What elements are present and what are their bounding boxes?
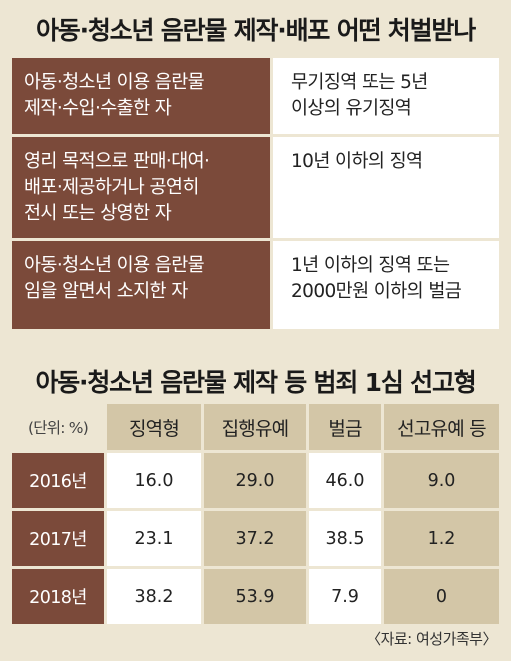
data-cell: 29.0 xyxy=(204,453,306,508)
row-year-label: 2017년 xyxy=(12,511,104,566)
data-cell: 1.2 xyxy=(384,511,499,566)
punishment-row: 아동·청소년 이용 음란물 임을 알면서 소지한 자 1년 이하의 징역 또는 … xyxy=(12,241,499,329)
crime-line: 배포·제공하거나 공연히 xyxy=(24,177,199,198)
data-cell: 7.9 xyxy=(309,569,381,624)
penalty-cell: 1년 이하의 징역 또는 2000만원 이하의 벌금 xyxy=(273,241,499,329)
punishment-title: 아동·청소년 음란물 제작·배포 어떤 처벌받나 xyxy=(35,16,476,45)
penalty-line: 10년 이하의 징역 xyxy=(291,151,423,172)
sentencing-title: 아동·청소년 음란물 제작 등 범죄 1심 선고형 xyxy=(35,368,476,397)
data-cell: 9.0 xyxy=(384,453,499,508)
unit-label: (단위: %) xyxy=(12,404,104,450)
punishment-row: 아동·청소년 이용 음란물 제작·수입·수출한 자 무기징역 또는 5년 이상의… xyxy=(12,58,499,134)
crime-line: 전시 또는 상영한 자 xyxy=(24,203,172,224)
penalty-line: 이상의 유기징역 xyxy=(291,98,412,119)
column-header: 징역형 xyxy=(107,404,201,450)
crime-line: 아동·청소년 이용 음란물 xyxy=(24,72,205,93)
column-header: 벌금 xyxy=(309,404,381,450)
crime-line: 임을 알면서 소지한 자 xyxy=(24,281,188,302)
penalty-line: 1년 이하의 징역 또는 xyxy=(291,255,450,276)
penalty-line: 무기징역 또는 5년 xyxy=(291,72,428,93)
data-cell: 38.2 xyxy=(107,569,201,624)
data-cell: 16.0 xyxy=(107,453,201,508)
column-header: 선고유예 등 xyxy=(384,404,499,450)
data-cell: 23.1 xyxy=(107,511,201,566)
crime-cell: 영리 목적으로 판매·대여· 배포·제공하거나 공연히 전시 또는 상영한 자 xyxy=(12,137,270,238)
data-cell: 0 xyxy=(384,569,499,624)
data-cell: 37.2 xyxy=(204,511,306,566)
crime-line: 제작·수입·수출한 자 xyxy=(24,98,172,119)
crime-line: 영리 목적으로 판매·대여· xyxy=(24,151,210,172)
crime-cell: 아동·청소년 이용 음란물 임을 알면서 소지한 자 xyxy=(12,241,270,329)
column-header: 집행유예 xyxy=(204,404,306,450)
row-year-label: 2016년 xyxy=(12,453,104,508)
penalty-line: 2000만원 이하의 벌금 xyxy=(291,281,462,302)
source-note: 〈자료: 여성가족부〉 xyxy=(366,630,497,648)
penalty-cell: 무기징역 또는 5년 이상의 유기징역 xyxy=(273,58,499,134)
data-cell: 38.5 xyxy=(309,511,381,566)
crime-line: 아동·청소년 이용 음란물 xyxy=(24,255,205,276)
punishment-row: 영리 목적으로 판매·대여· 배포·제공하거나 공연히 전시 또는 상영한 자 … xyxy=(12,137,499,238)
data-cell: 46.0 xyxy=(309,453,381,508)
penalty-cell: 10년 이하의 징역 xyxy=(273,137,499,238)
data-cell: 53.9 xyxy=(204,569,306,624)
row-year-label: 2018년 xyxy=(12,569,104,624)
crime-cell: 아동·청소년 이용 음란물 제작·수입·수출한 자 xyxy=(12,58,270,134)
